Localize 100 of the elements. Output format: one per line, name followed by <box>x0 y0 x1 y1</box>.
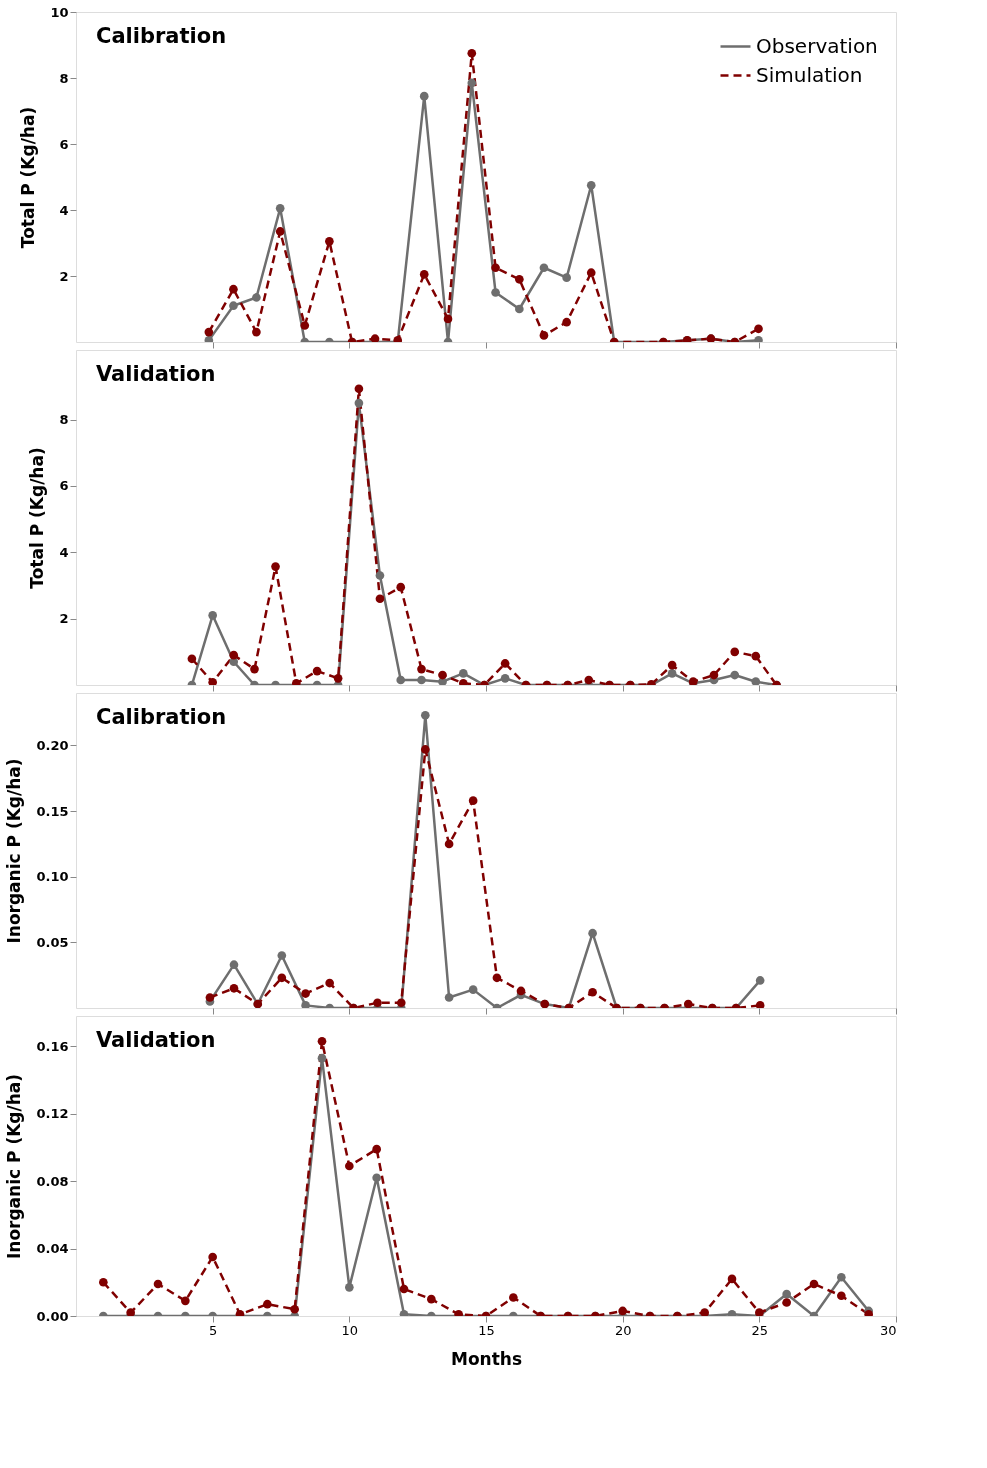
point <box>562 317 571 327</box>
text: Calibration <box>96 705 227 729</box>
point <box>755 976 765 985</box>
point <box>588 987 597 997</box>
y-tick-label: 8 <box>59 70 69 86</box>
legend-label: Simulation <box>756 62 863 87</box>
point <box>438 670 447 680</box>
point <box>782 1289 791 1299</box>
point <box>539 331 549 340</box>
point <box>468 985 478 994</box>
y-axis-title: Total P (Kg/ha) <box>18 106 39 249</box>
x-tick-label: 25 <box>751 1322 769 1338</box>
point <box>99 1277 108 1287</box>
point <box>333 674 343 683</box>
point <box>229 301 238 311</box>
y-tick-label: 0.16 <box>36 1038 69 1054</box>
point <box>727 1274 737 1284</box>
y-tick-label: 2 <box>59 268 69 284</box>
point <box>187 654 197 664</box>
y-tick-label: 0.12 <box>36 1106 69 1122</box>
point <box>301 1001 310 1008</box>
y-tick-label: 2 <box>59 611 69 627</box>
point <box>467 48 477 58</box>
y-axis-title: Total P (Kg/ha) <box>27 447 48 589</box>
point <box>300 321 310 330</box>
point <box>782 1298 791 1307</box>
point <box>420 710 430 720</box>
point <box>229 650 239 660</box>
y-tick-label: 0.10 <box>36 869 69 885</box>
text: Validation <box>96 362 216 386</box>
point <box>730 647 740 657</box>
point <box>755 1001 765 1008</box>
point <box>586 268 596 278</box>
point <box>588 928 597 938</box>
point <box>500 674 510 683</box>
point <box>751 651 761 661</box>
point <box>354 398 364 408</box>
point <box>208 1252 217 1262</box>
point <box>515 274 524 284</box>
point <box>277 951 287 960</box>
point <box>312 666 322 676</box>
y-tick-label: 0.04 <box>36 1241 69 1257</box>
point <box>275 227 285 236</box>
point <box>263 1299 272 1309</box>
point <box>709 670 719 680</box>
point <box>325 237 334 246</box>
point <box>181 1296 190 1306</box>
point <box>458 669 468 678</box>
point <box>419 270 429 279</box>
point <box>396 675 406 685</box>
point <box>516 986 526 996</box>
y-axis-title: Inorganic P (Kg/ha) <box>4 758 25 944</box>
point <box>468 796 478 805</box>
point <box>562 273 571 282</box>
point <box>396 998 406 1008</box>
point <box>584 675 594 685</box>
point <box>539 263 549 273</box>
point <box>444 839 454 849</box>
y-tick-label: 0.00 <box>36 1308 69 1324</box>
point <box>754 324 763 334</box>
text: Calibration <box>96 24 227 48</box>
point <box>618 1306 627 1316</box>
point <box>500 659 510 668</box>
point <box>667 669 677 678</box>
point <box>444 993 454 1002</box>
point <box>277 973 287 983</box>
point <box>837 1272 846 1282</box>
point <box>317 1053 327 1063</box>
x-axis-title: Months <box>450 1348 523 1369</box>
point <box>420 745 430 754</box>
point <box>417 675 426 685</box>
text: Validation <box>96 1028 216 1052</box>
point <box>399 1309 409 1316</box>
point <box>229 960 239 970</box>
point <box>730 670 740 680</box>
point <box>515 304 524 314</box>
point <box>208 611 217 620</box>
point <box>375 594 385 604</box>
point <box>252 327 261 337</box>
point <box>252 293 261 302</box>
point <box>683 999 693 1008</box>
point <box>373 998 382 1008</box>
point <box>372 1173 381 1183</box>
y-axis-title: Inorganic P (Kg/ha) <box>4 1073 25 1260</box>
x-tick-label: 30 <box>879 1322 897 1338</box>
point <box>229 284 238 294</box>
y-tick-label: 0.15 <box>36 803 69 819</box>
point <box>250 664 259 674</box>
point <box>419 91 429 101</box>
point <box>427 1294 436 1304</box>
point <box>325 978 334 988</box>
point <box>229 983 239 993</box>
point <box>271 562 280 571</box>
y-tick-label: 0.08 <box>36 1173 69 1189</box>
y-tick-label: 4 <box>59 544 69 560</box>
point <box>667 660 677 670</box>
y-tick-label: 0.05 <box>36 934 69 950</box>
point <box>467 78 477 88</box>
y-tick-label: 8 <box>59 412 69 428</box>
x-tick-label: 15 <box>478 1322 495 1338</box>
